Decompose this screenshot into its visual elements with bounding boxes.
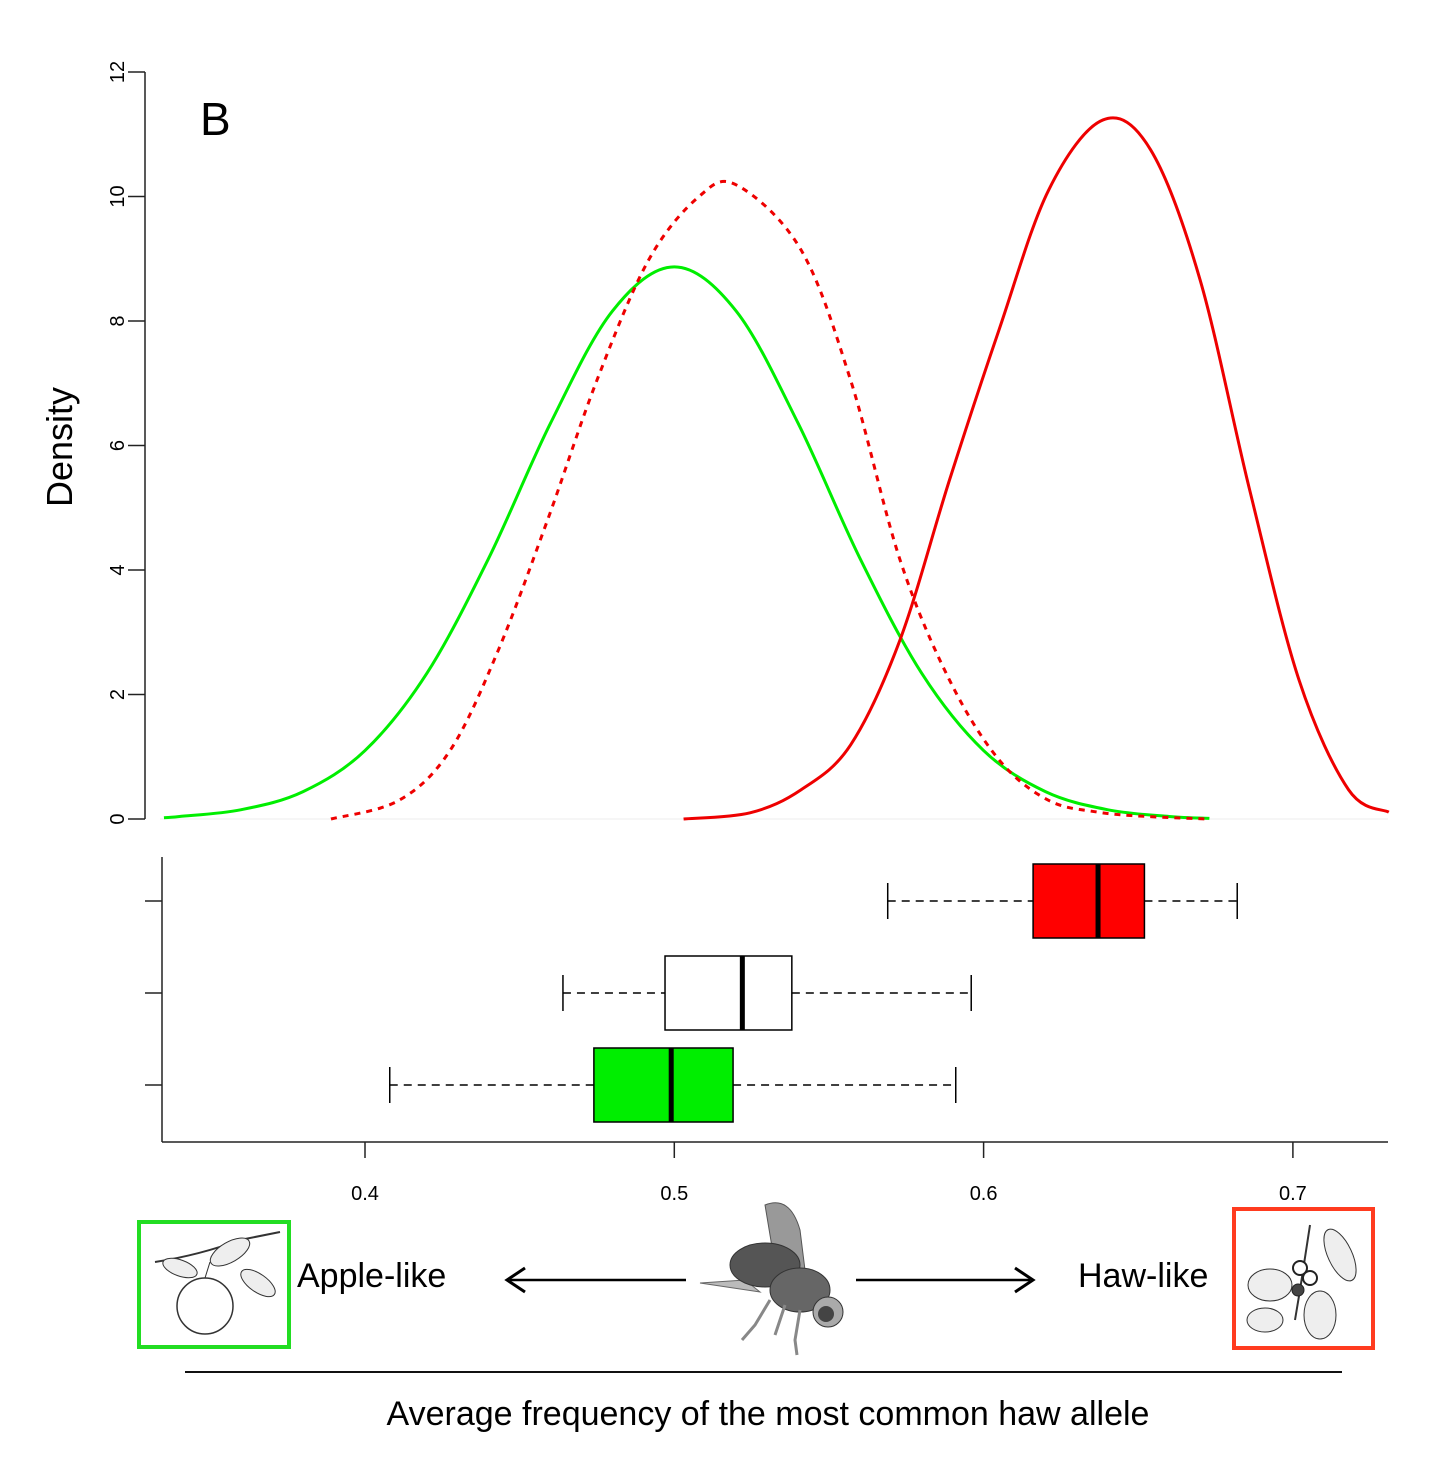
- box-y-ticks: [145, 900, 162, 1086]
- y-tick-label: 2: [107, 689, 129, 700]
- panel-label: B: [200, 93, 231, 145]
- y-axis-label: Density: [39, 387, 80, 507]
- y-tick-label: 12: [107, 61, 129, 83]
- density-y-axis: 0 2 4 6 8 10 12: [107, 61, 146, 825]
- density-curves: [163, 116, 1390, 821]
- apple-branch-icon: [137, 1220, 291, 1349]
- hawthorn-branch-icon: [1232, 1207, 1375, 1350]
- density-curve-1: [330, 180, 1210, 821]
- density-curve-2: [683, 116, 1390, 821]
- x-tick-label: 0.7: [1279, 1183, 1307, 1205]
- boxplot: [388, 1047, 957, 1123]
- y-tick-label: 4: [107, 564, 129, 575]
- apple-frame: [137, 1220, 291, 1349]
- x-tick-label: 0.4: [351, 1183, 379, 1205]
- apple-like-label: Apple-like: [297, 1257, 446, 1295]
- haw-like-label: Haw-like: [1078, 1257, 1208, 1295]
- box: [664, 955, 793, 1031]
- y-tick-label: 8: [107, 315, 129, 326]
- box: [1032, 863, 1146, 939]
- boxplot: [562, 955, 972, 1031]
- density-curve-0: [163, 265, 1210, 820]
- y-tick-label: 6: [107, 440, 129, 451]
- boxplot: [886, 863, 1238, 939]
- x-axis-label: Average frequency of the most common haw…: [387, 1395, 1150, 1433]
- y-tick-label: 10: [107, 185, 129, 207]
- arrow-right-icon: [856, 1266, 1036, 1294]
- fly-icon: [699, 1202, 844, 1356]
- x-tick-label: 0.6: [970, 1183, 998, 1205]
- x-ticks: 0.4 0.5 0.6 0.7: [351, 1142, 1307, 1205]
- boxplots: [388, 863, 1238, 1123]
- y-tick-label: 0: [107, 813, 129, 824]
- haw-frame: [1232, 1207, 1375, 1350]
- x-tick-label: 0.5: [660, 1183, 688, 1205]
- arrow-left-icon: [504, 1266, 686, 1294]
- box: [593, 1047, 734, 1123]
